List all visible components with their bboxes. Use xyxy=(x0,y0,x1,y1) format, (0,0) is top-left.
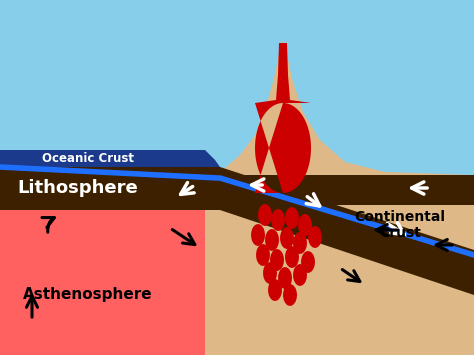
Polygon shape xyxy=(0,150,220,167)
Polygon shape xyxy=(268,279,282,301)
Polygon shape xyxy=(276,43,290,100)
Polygon shape xyxy=(263,262,277,284)
Polygon shape xyxy=(205,40,474,355)
Text: Continental
Crust: Continental Crust xyxy=(355,210,446,240)
Polygon shape xyxy=(251,224,265,246)
Polygon shape xyxy=(0,195,474,355)
Polygon shape xyxy=(301,251,315,273)
Polygon shape xyxy=(293,264,307,286)
Polygon shape xyxy=(283,284,297,306)
Polygon shape xyxy=(280,227,294,249)
Polygon shape xyxy=(258,204,272,226)
Polygon shape xyxy=(200,175,474,205)
Polygon shape xyxy=(271,209,285,231)
Text: Asthenosphere: Asthenosphere xyxy=(23,288,153,302)
Polygon shape xyxy=(298,214,312,236)
Polygon shape xyxy=(270,249,284,271)
Text: Oceanic Crust: Oceanic Crust xyxy=(42,153,134,165)
Polygon shape xyxy=(278,267,292,289)
Polygon shape xyxy=(256,244,270,266)
Polygon shape xyxy=(285,207,299,229)
Text: Lithosphere: Lithosphere xyxy=(18,179,138,197)
Polygon shape xyxy=(265,229,279,251)
Polygon shape xyxy=(255,100,311,193)
Polygon shape xyxy=(0,167,474,295)
Polygon shape xyxy=(285,246,299,268)
Polygon shape xyxy=(293,232,307,254)
Polygon shape xyxy=(308,226,322,248)
